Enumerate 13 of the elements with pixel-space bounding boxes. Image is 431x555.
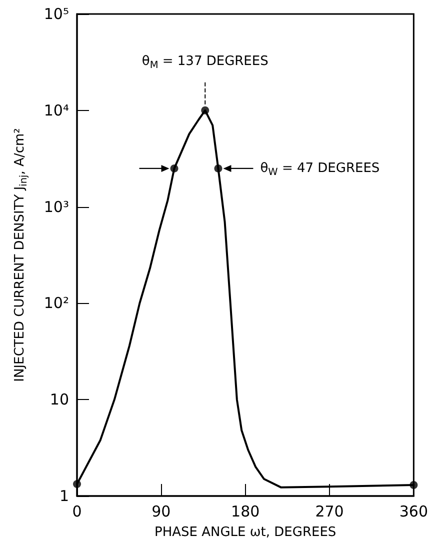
x-tick-label: 180 (231, 502, 260, 520)
x-tick-label: 360 (399, 502, 428, 520)
y-tick-label: 10 (50, 390, 69, 409)
y-tick-label: 1 (59, 487, 69, 505)
y-tick-label: 10⁴ (44, 101, 69, 120)
x-tick-label: 90 (152, 502, 171, 520)
y-tick-label: 10⁵ (44, 5, 69, 23)
y-axis-title: INJECTED CURRENT DENSITY Jinj, A/cm² (12, 128, 30, 382)
x-tick-label: 270 (315, 502, 344, 520)
y-tick-label: 10³ (44, 198, 69, 216)
x-axis-title: PHASE ANGLE ωt, DEGREES (154, 525, 336, 540)
x-tick-label: 0 (72, 502, 82, 520)
y-tick-label: 10² (44, 294, 69, 312)
